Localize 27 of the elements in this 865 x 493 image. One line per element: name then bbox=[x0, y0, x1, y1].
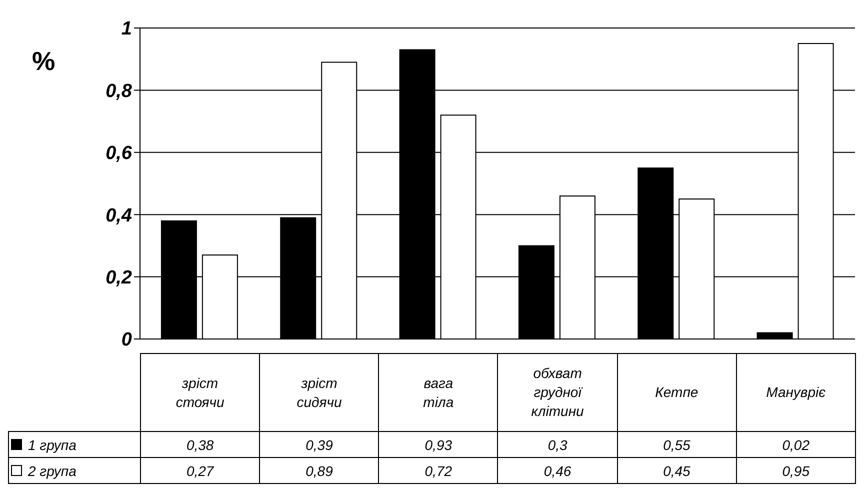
data-label: 0,39 bbox=[260, 432, 379, 458]
x-tick-label: вага тіла bbox=[378, 354, 498, 432]
x-tick-label: Кетпе bbox=[617, 354, 736, 432]
data-label: 0,72 bbox=[378, 458, 498, 484]
data-label: 0,45 bbox=[617, 458, 736, 484]
data-label: 0,3 bbox=[498, 432, 618, 458]
y-tick-label: 0,2 bbox=[106, 268, 132, 289]
x-tick-label: обхват грудної клітини bbox=[498, 354, 618, 432]
legend-label: 1 група bbox=[8, 432, 140, 458]
data-label: 0,89 bbox=[260, 458, 379, 484]
data-label: 0,27 bbox=[140, 458, 260, 484]
data-label: 0,93 bbox=[378, 432, 498, 458]
data-label: 0,95 bbox=[736, 458, 856, 484]
x-tick-label: зріст стоячи bbox=[140, 354, 260, 432]
x-tick-label: Манувріє bbox=[736, 354, 856, 432]
data-label: 0,02 bbox=[736, 432, 856, 458]
data-label: 0,55 bbox=[617, 432, 736, 458]
y-tick-label: 0,4 bbox=[106, 205, 132, 226]
y-axis-title: % bbox=[32, 46, 56, 77]
x-tick-label: зріст сидячи bbox=[260, 354, 379, 432]
y-tick-label: 0,6 bbox=[106, 143, 132, 164]
data-label: 0,46 bbox=[498, 458, 618, 484]
y-tick-label: 0,8 bbox=[106, 80, 132, 102]
legend-label: 2 група bbox=[8, 458, 140, 484]
y-tick-label: 1 bbox=[121, 18, 132, 40]
y-tick-label: 0 bbox=[121, 330, 132, 351]
data-label: 0,38 bbox=[140, 432, 260, 458]
